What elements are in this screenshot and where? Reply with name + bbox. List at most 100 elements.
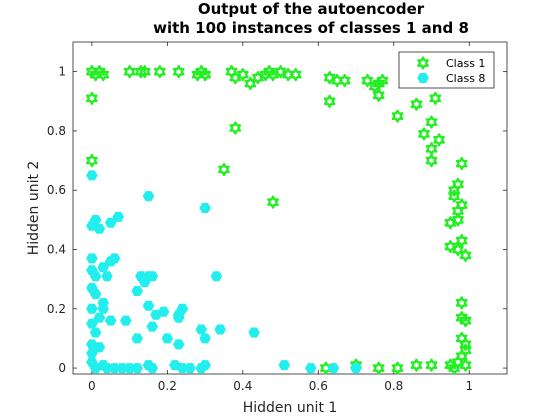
class-8-point bbox=[199, 203, 211, 213]
class-1-point bbox=[452, 213, 464, 227]
class-1-point bbox=[459, 248, 472, 262]
class-8-point bbox=[184, 363, 196, 374]
class-8-point bbox=[101, 363, 113, 374]
legend-box bbox=[398, 51, 495, 89]
class-1-point bbox=[429, 91, 442, 105]
legend-label-class-1: Class 1 bbox=[446, 57, 485, 70]
class-1-point bbox=[172, 64, 185, 79]
class-8-point bbox=[327, 363, 340, 374]
class-8-point bbox=[86, 303, 98, 314]
class-8-point bbox=[195, 324, 208, 335]
y-axis-label: Hidden unit 2 bbox=[26, 161, 42, 256]
class-1-point bbox=[444, 239, 457, 254]
plot-area bbox=[72, 41, 508, 375]
class-1-point bbox=[199, 67, 211, 82]
class-1-point bbox=[459, 337, 472, 351]
class-8-point bbox=[89, 327, 102, 338]
class-1-point bbox=[372, 88, 385, 103]
class-8-point bbox=[131, 333, 143, 344]
class-8-point bbox=[93, 342, 106, 353]
class-8-point bbox=[146, 271, 159, 282]
class-8-point bbox=[86, 170, 98, 181]
x-tick-label: 0 bbox=[88, 379, 96, 393]
x-tick-label: 0.6 bbox=[309, 379, 328, 393]
class-1-point bbox=[455, 156, 468, 171]
class-8-point bbox=[248, 327, 260, 338]
class-1-point bbox=[85, 91, 98, 105]
class-1-point bbox=[391, 109, 404, 123]
class-1-point bbox=[237, 67, 249, 82]
class-8-point bbox=[199, 333, 211, 344]
class-1-point bbox=[97, 67, 110, 82]
class-8-point bbox=[93, 312, 106, 323]
class-1-point bbox=[448, 361, 460, 375]
class-8-point bbox=[112, 211, 125, 222]
class-1-point bbox=[391, 361, 404, 375]
class-8-point bbox=[101, 271, 113, 282]
class-8-point bbox=[97, 303, 109, 314]
class-1-point bbox=[418, 127, 430, 141]
class-8-point bbox=[86, 318, 98, 329]
class-8-point bbox=[131, 286, 143, 296]
legend-label-class-8: Class 8 bbox=[446, 72, 485, 85]
class-1-point bbox=[425, 115, 438, 129]
x-tick-label: 1 bbox=[465, 379, 473, 393]
class-1-point bbox=[425, 154, 438, 168]
class-8-point bbox=[123, 363, 136, 374]
legend: Class 1 Class 8 bbox=[398, 51, 495, 89]
x-tick-label: 0.4 bbox=[233, 379, 252, 393]
class-1-point bbox=[455, 198, 468, 212]
class-1-point bbox=[274, 64, 287, 79]
y-tick-label: 0.4 bbox=[47, 243, 66, 257]
class-8-point bbox=[157, 306, 170, 317]
class-8-point bbox=[120, 315, 132, 326]
class-8-point bbox=[161, 333, 174, 344]
class-8-point bbox=[93, 223, 106, 234]
class-1-point bbox=[444, 358, 457, 372]
class-1-point bbox=[455, 296, 468, 310]
class-8-point bbox=[210, 271, 223, 282]
class-8-point bbox=[214, 324, 226, 335]
class-8-point bbox=[89, 271, 102, 282]
class-1-point bbox=[138, 64, 151, 79]
class-8-point bbox=[142, 191, 155, 202]
class-8-point bbox=[278, 360, 291, 371]
class-1-point bbox=[372, 361, 385, 375]
x-tick-label: 0.8 bbox=[384, 379, 403, 393]
class-8-point bbox=[108, 363, 121, 374]
class-8-point bbox=[305, 363, 317, 374]
class-8-point bbox=[146, 363, 159, 374]
class-1-point bbox=[425, 358, 438, 372]
class-8-point bbox=[104, 217, 117, 228]
class-1-point bbox=[361, 73, 374, 88]
legend-marker-class-8 bbox=[417, 73, 429, 83]
class-1-point bbox=[323, 70, 336, 85]
class-1-point bbox=[410, 358, 423, 372]
class-8-point bbox=[176, 303, 189, 314]
legend-marker-hexagon bbox=[417, 73, 429, 83]
class-8-point bbox=[350, 363, 362, 374]
chart-title-line-1: Output of the autoencoder bbox=[198, 0, 425, 18]
class-8-point bbox=[116, 363, 128, 374]
class-1-point bbox=[218, 162, 230, 177]
class-8-point bbox=[89, 289, 102, 299]
y-tick-label: 0.2 bbox=[47, 302, 66, 316]
class-1-point bbox=[289, 67, 302, 82]
class-8-point bbox=[176, 363, 189, 374]
class-1-point bbox=[459, 358, 472, 372]
class-1-point bbox=[376, 73, 389, 88]
class-8-point bbox=[86, 348, 98, 359]
y-tick-label: 0 bbox=[58, 361, 66, 375]
class-8-point bbox=[89, 214, 102, 225]
y-tick-label: 1 bbox=[58, 65, 66, 79]
x-tick-label: 0.2 bbox=[158, 379, 177, 393]
y-tick-label: 0.6 bbox=[47, 183, 66, 197]
class-1-point bbox=[433, 133, 445, 147]
class-1-point bbox=[229, 121, 242, 135]
class-1-point bbox=[452, 242, 464, 257]
class-1-point bbox=[85, 154, 98, 168]
class-1-point bbox=[338, 73, 351, 88]
chart-title-line-2: with 100 instances of classes 1 and 8 bbox=[153, 19, 469, 37]
class-8-point bbox=[86, 253, 98, 264]
